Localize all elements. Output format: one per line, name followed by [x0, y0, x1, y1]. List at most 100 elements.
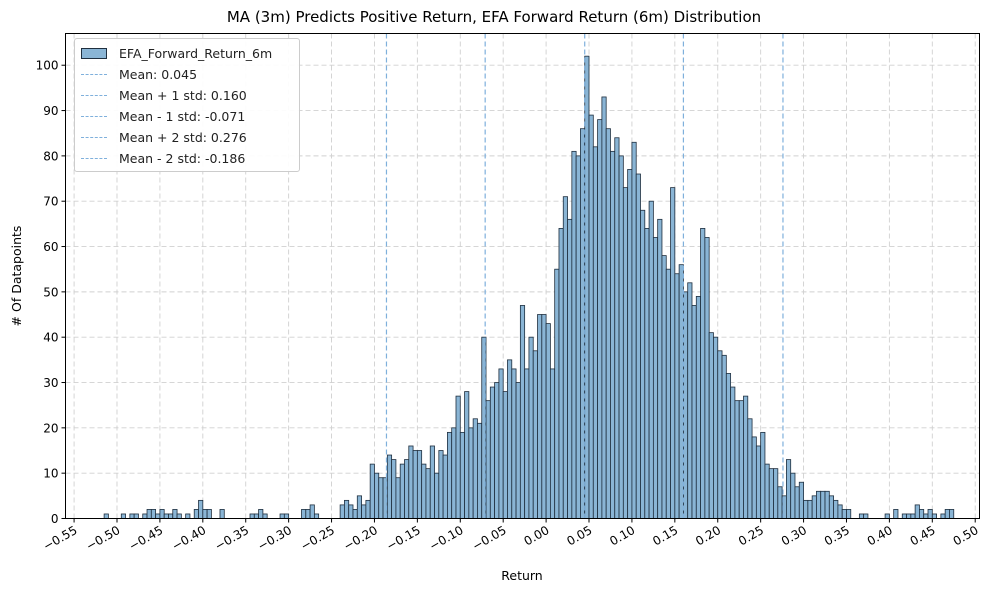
histogram-bar — [588, 114, 594, 519]
histogram-bar — [738, 400, 744, 519]
reference-lines-layer — [385, 33, 784, 519]
histogram-bar — [618, 155, 624, 519]
histogram-bar — [580, 128, 586, 519]
histogram-bar — [713, 336, 719, 519]
histogram-bar — [721, 354, 727, 519]
histogram-bar — [193, 509, 199, 519]
histogram-bar — [202, 509, 208, 519]
histogram-bar — [683, 291, 689, 519]
x-tick-label: −0.30 — [255, 523, 294, 554]
histogram-bar — [794, 486, 800, 519]
histogram-bar — [923, 513, 929, 519]
legend-label-mean-plus-1-std: Mean + 1 std: 0.160 — [119, 87, 247, 103]
histogram-bar — [644, 228, 650, 519]
histogram-bar — [820, 490, 826, 519]
histogram-bar — [863, 513, 869, 519]
plot-frame — [65, 33, 980, 519]
histogram-bar — [163, 513, 169, 519]
histogram-bar — [824, 490, 830, 519]
x-tick-label: 0.35 — [822, 523, 852, 548]
histogram-bar — [129, 513, 135, 519]
y-tick-label: 100 — [36, 59, 59, 73]
histogram-bar — [652, 237, 659, 519]
histogram-bar — [408, 445, 414, 519]
histogram-bar — [717, 350, 723, 519]
histogram-bar — [416, 450, 423, 519]
histogram-bar — [700, 228, 706, 519]
histogram-bar — [528, 336, 534, 519]
histogram-bar — [601, 96, 607, 519]
histogram-bar — [562, 196, 568, 519]
histogram-bar — [816, 490, 822, 519]
legend: EFA_Forward_Return_6m Mean: 0.045 Mean +… — [74, 38, 300, 172]
x-tick-label: −0.45 — [127, 523, 166, 554]
histogram-bar — [198, 499, 204, 519]
legend-label-mean-plus-2-std: Mean + 2 std: 0.276 — [119, 129, 247, 145]
histogram-bar — [133, 513, 139, 519]
legend-item-histogram: EFA_Forward_Return_6m — [81, 43, 272, 63]
histogram-bar — [150, 509, 157, 519]
histogram-bar — [378, 477, 384, 519]
y-axis-label: # Of Datapoints — [9, 226, 24, 327]
histogram-bar — [103, 513, 109, 519]
y-tick-label: 80 — [43, 149, 58, 163]
x-tick-label: 0.05 — [564, 523, 594, 548]
histogram-bar — [944, 509, 950, 519]
x-tick-label: −0.35 — [212, 523, 251, 554]
histogram-bar — [519, 305, 526, 519]
legend-label-mean: Mean: 0.045 — [119, 66, 198, 82]
histogram-bar — [369, 463, 375, 519]
legend-swatch-mean-minus-2-std — [81, 157, 107, 159]
histogram-bar — [803, 499, 809, 519]
histogram-bar — [489, 386, 496, 519]
histogram-bar — [537, 314, 543, 519]
histogram-bar — [395, 477, 401, 519]
histogram-bar — [425, 468, 431, 519]
histogram-bar — [691, 305, 697, 519]
histogram-bar — [695, 295, 701, 519]
histogram-bar — [468, 427, 474, 519]
x-tick-label: 0.00 — [521, 523, 551, 548]
histogram-bar — [391, 459, 397, 519]
chart-title: MA (3m) Predicts Positive Return, EFA Fo… — [227, 8, 761, 26]
histogram-bar — [283, 513, 290, 519]
histogram-bar — [704, 237, 710, 519]
y-tick-label: 70 — [43, 195, 58, 209]
histogram-bar — [627, 169, 633, 519]
histogram-bar — [730, 386, 736, 519]
histogram-bar — [262, 513, 268, 519]
histogram-bar — [665, 268, 671, 519]
histogram-bar — [438, 450, 444, 519]
histogram-bar — [361, 504, 367, 519]
histogram-bar — [374, 472, 380, 519]
histogram-bar — [532, 350, 538, 519]
y-tick-label: 60 — [43, 240, 58, 254]
histogram-bar — [614, 137, 620, 519]
histogram-bar — [313, 513, 320, 519]
histogram-bar — [901, 513, 907, 519]
histogram-bar — [386, 454, 393, 519]
histogram-bar — [768, 468, 774, 519]
legend-item-mean-minus-2-std: Mean - 2 std: -0.186 — [81, 148, 245, 168]
histogram-bar — [828, 495, 835, 519]
histogram-bar — [339, 504, 345, 519]
histogram-bar — [176, 513, 182, 519]
histogram-bar — [657, 218, 663, 519]
histogram-bar — [949, 509, 955, 519]
histogram-bar — [605, 128, 611, 519]
histogram-bar — [142, 513, 148, 519]
legend-item-mean-plus-1-std: Mean + 1 std: 0.160 — [81, 85, 247, 105]
histogram-bar — [253, 513, 259, 519]
x-tick-label: −0.55 — [41, 523, 80, 554]
histogram-bar — [833, 499, 839, 519]
histogram-bar — [893, 509, 899, 519]
histogram-bar — [494, 382, 500, 519]
histogram-bar — [451, 427, 457, 519]
histogram-bar — [597, 119, 603, 519]
histogram-bar — [910, 513, 916, 519]
histogram-bar — [305, 509, 311, 519]
histogram-bar — [399, 463, 405, 519]
histogram-bar — [554, 268, 560, 519]
histogram-bar — [365, 499, 371, 519]
histogram-bar — [464, 391, 470, 519]
